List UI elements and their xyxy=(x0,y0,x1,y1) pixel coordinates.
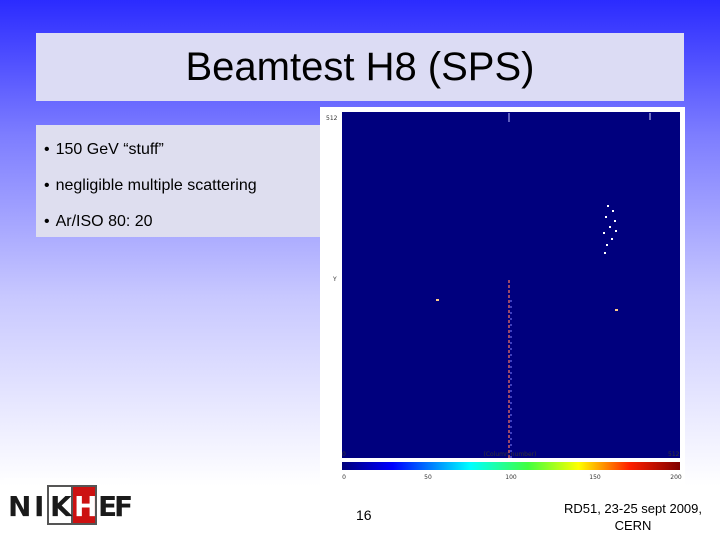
x-axis-label: (Column number) xyxy=(484,451,537,458)
colorbar-tick: 150 xyxy=(589,474,601,481)
y-axis-label: Y xyxy=(332,276,337,283)
credit-line: CERN xyxy=(614,518,652,533)
logo-letter: K xyxy=(50,490,73,523)
y-top-label: 512 xyxy=(326,115,338,122)
logo-letter: I xyxy=(34,490,44,523)
colorbar-tick: 200 xyxy=(670,474,682,481)
x-right-label: 512 xyxy=(668,451,680,458)
x-left-label: 0 xyxy=(342,451,346,458)
colorbar xyxy=(342,462,680,470)
colorbar-tick: 0 xyxy=(342,474,346,481)
title: Beamtest H8 (SPS) xyxy=(185,44,535,89)
colorbar-tick: 100 xyxy=(505,474,517,481)
title-box: Beamtest H8 (SPS) xyxy=(36,33,684,101)
credit: RD51, 23-25 sept 2009, CERN xyxy=(548,500,718,534)
logo: N I K H E F xyxy=(4,478,133,536)
logo-letter: F xyxy=(114,490,133,523)
bullet: Ar/ISO 80: 20 xyxy=(44,213,153,231)
hits xyxy=(436,113,651,458)
bullet: 150 GeV “stuff” xyxy=(44,141,164,159)
logo-letter: E xyxy=(98,490,117,523)
logo-letter: H xyxy=(74,490,97,523)
credit-line: RD51, 23-25 sept 2009, xyxy=(563,501,703,516)
bullet-box: 150 GeV “stuff” negligible multiple scat… xyxy=(36,125,320,237)
colorbar-tick: 50 xyxy=(424,474,432,481)
bullet: negligible multiple scattering xyxy=(44,177,257,195)
logo-letter: N xyxy=(8,490,31,523)
detector-map xyxy=(342,112,680,458)
page-number: 16 xyxy=(356,507,372,523)
